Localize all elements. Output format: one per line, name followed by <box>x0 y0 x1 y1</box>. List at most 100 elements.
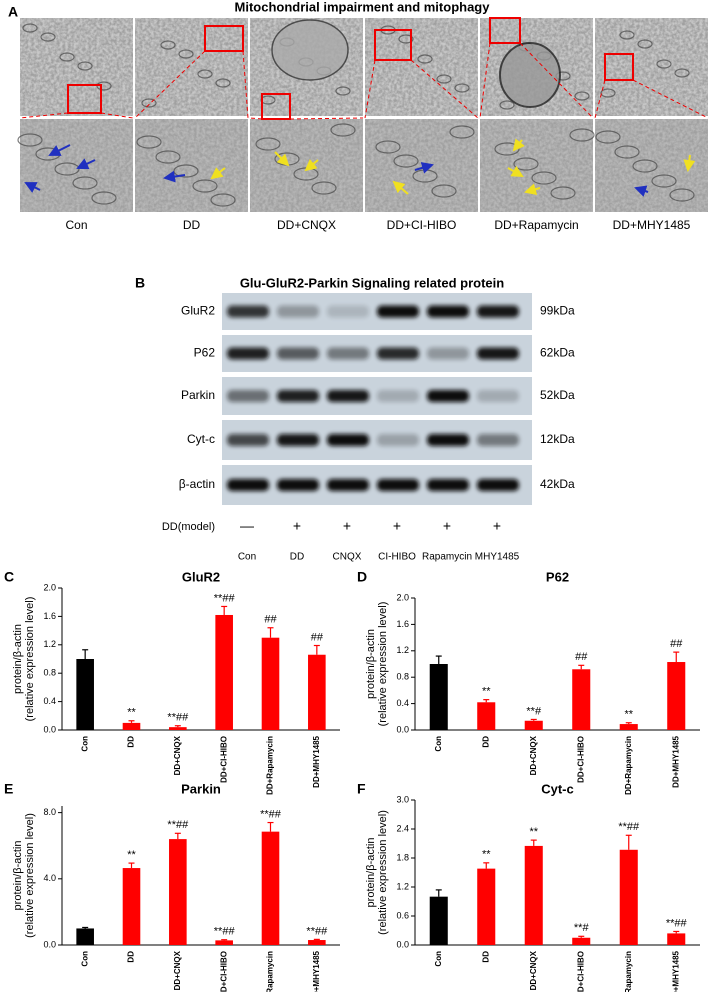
zoom-line <box>134 50 206 119</box>
blot-band <box>227 347 269 360</box>
blot-band <box>327 479 369 491</box>
x-tick-label: DD+Rapamycin <box>266 951 275 992</box>
significance: **# <box>574 922 590 934</box>
organelle <box>569 128 595 142</box>
x-tick-label: DD <box>127 736 136 748</box>
blot-band <box>377 305 419 318</box>
zoom-line <box>289 117 364 120</box>
chart-title: Cyt-c <box>541 781 574 796</box>
y-tick-label: 0.0 <box>43 724 56 734</box>
organelle <box>17 133 43 147</box>
blot-band <box>377 390 419 402</box>
em-texture <box>365 18 478 116</box>
y-axis-label: protein/β-actin <box>365 629 377 699</box>
organelle <box>330 123 356 137</box>
organelle <box>197 69 213 79</box>
significance: ** <box>482 686 491 698</box>
y-tick-label: 1.8 <box>396 852 409 862</box>
nucleus <box>499 42 561 108</box>
y-tick-label: 1.2 <box>396 645 409 655</box>
y-tick-label: 1.2 <box>396 881 409 891</box>
em-texture <box>595 119 708 212</box>
zoom-line <box>519 42 594 119</box>
x-tick-label: DD+Rapamycin <box>624 951 633 992</box>
arrow <box>683 154 696 172</box>
arrow <box>414 162 434 174</box>
condition-label: DD+CI-HIBO <box>387 218 457 232</box>
blot-band <box>327 434 369 446</box>
bar <box>122 868 141 945</box>
organelle <box>550 186 576 200</box>
model-mark: + <box>393 518 401 534</box>
organelle <box>454 83 470 93</box>
y-tick-label: 0.8 <box>396 672 409 682</box>
em-texture <box>365 119 478 212</box>
em-texture <box>595 18 708 116</box>
panel-title: Glu-GluR2-Parkin Signaling related prote… <box>240 275 504 290</box>
significance: ## <box>311 631 324 643</box>
organelle <box>431 184 457 198</box>
organelle <box>255 137 281 151</box>
protein-label: Cyt-c <box>187 432 215 446</box>
organelle <box>91 191 117 205</box>
blot-band <box>377 479 419 491</box>
x-tick-label: DD+MHY1485 <box>312 950 321 992</box>
significance: **## <box>214 926 236 938</box>
bar <box>308 940 326 945</box>
bar <box>215 940 233 945</box>
organelle <box>595 130 621 144</box>
panel-label: F <box>357 781 366 797</box>
bar <box>429 896 448 945</box>
organelle <box>178 49 194 59</box>
zoom-line <box>632 79 709 119</box>
arrow <box>524 183 541 196</box>
significance: **## <box>214 592 236 604</box>
blot-band <box>327 390 369 402</box>
bar <box>169 839 187 945</box>
blot-band <box>477 390 519 402</box>
protein-label: P62 <box>194 346 216 360</box>
arrow <box>48 144 71 156</box>
zoom-box <box>604 53 634 81</box>
significance: ** <box>127 707 136 719</box>
panel-label: C <box>4 569 14 585</box>
size-label: 62kDa <box>540 346 575 360</box>
arrow <box>304 158 319 172</box>
zoom-box <box>489 17 521 44</box>
arrow <box>507 165 524 177</box>
bar <box>524 720 543 730</box>
bar <box>572 937 591 945</box>
significance: ** <box>127 849 136 861</box>
y-tick-label: 8.0 <box>43 807 56 817</box>
y-axis-label: (relative expression level) <box>377 602 389 727</box>
size-label: 99kDa <box>540 304 575 318</box>
model-mark: + <box>443 518 451 534</box>
significance: **## <box>260 808 282 820</box>
bar <box>667 662 686 730</box>
arrow <box>210 167 226 180</box>
organelle <box>574 91 590 101</box>
significance: **# <box>526 705 542 717</box>
model-mark: + <box>293 518 301 534</box>
model-mark: + <box>493 518 501 534</box>
x-tick-label: DD+Rapamycin <box>266 736 275 795</box>
x-tick-label: DD+CNQX <box>529 735 538 775</box>
x-tick-label: Con <box>434 951 443 967</box>
x-tick-label: DD <box>481 736 490 748</box>
blot-band <box>477 305 519 318</box>
x-tick-label: DD+MHY1485 <box>312 735 321 787</box>
panel-label: E <box>4 781 13 797</box>
y-tick-label: 2.0 <box>396 592 409 602</box>
organelle <box>651 174 677 188</box>
lane-label: MHY1485 <box>475 552 520 563</box>
zoom-line <box>100 112 134 119</box>
blot-band <box>477 347 519 360</box>
nucleus <box>271 19 349 81</box>
y-tick-label: 0.6 <box>396 910 409 920</box>
blot-band <box>477 434 519 446</box>
blot-band <box>427 347 469 360</box>
organelle <box>22 23 38 33</box>
organelle <box>619 30 635 40</box>
bar <box>169 727 187 730</box>
y-tick-label: 2.0 <box>43 582 56 592</box>
